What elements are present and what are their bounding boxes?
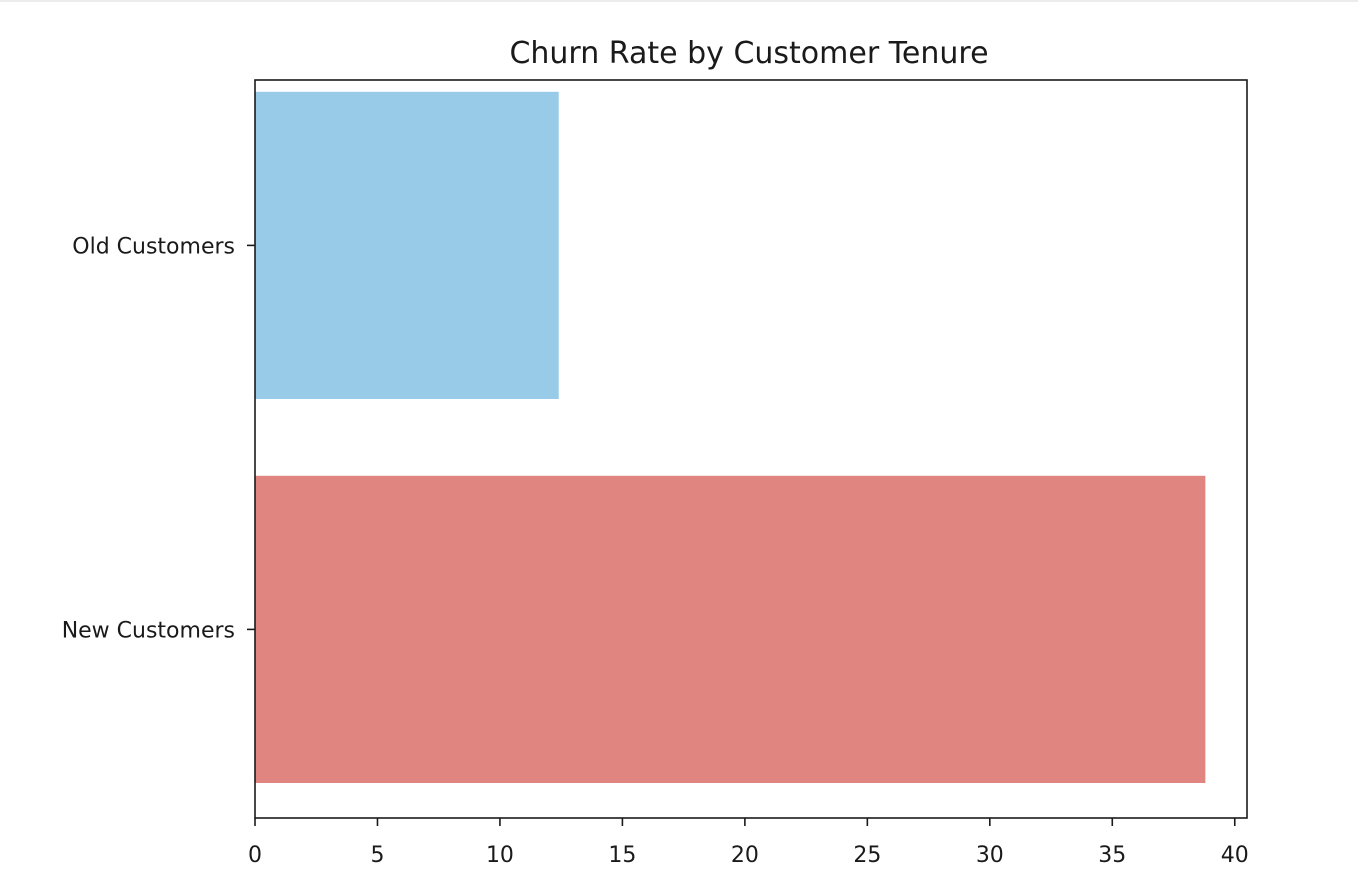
x-tick-label-0: 0 xyxy=(248,843,262,868)
x-tick-label-40: 40 xyxy=(1221,843,1249,868)
x-tick-label-35: 35 xyxy=(1098,843,1126,868)
top-divider xyxy=(0,0,1358,2)
x-axis: 0 5 10 15 20 25 30 35 40 xyxy=(248,818,1249,868)
bar-old-customers xyxy=(255,91,559,400)
bars-group xyxy=(255,91,1206,783)
x-tick-label-30: 30 xyxy=(976,843,1004,868)
y-axis: New Customers Old Customers xyxy=(62,234,255,643)
chart-title: Churn Rate by Customer Tenure xyxy=(509,36,988,71)
x-tick-label-5: 5 xyxy=(370,843,384,868)
bar-new-customers xyxy=(255,475,1206,783)
x-tick-label-15: 15 xyxy=(608,843,636,868)
x-tick-label-10: 10 xyxy=(486,843,514,868)
y-tick-label-old-customers: Old Customers xyxy=(72,234,235,259)
plot-frame xyxy=(254,79,1248,819)
x-tick-label-20: 20 xyxy=(731,843,759,868)
x-tick-label-25: 25 xyxy=(853,843,881,868)
y-tick-label-new-customers: New Customers xyxy=(62,618,235,643)
